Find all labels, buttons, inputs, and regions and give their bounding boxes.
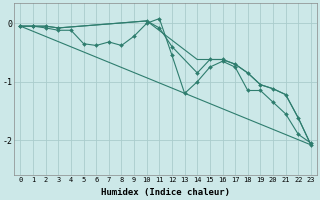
X-axis label: Humidex (Indice chaleur): Humidex (Indice chaleur) (101, 188, 230, 197)
